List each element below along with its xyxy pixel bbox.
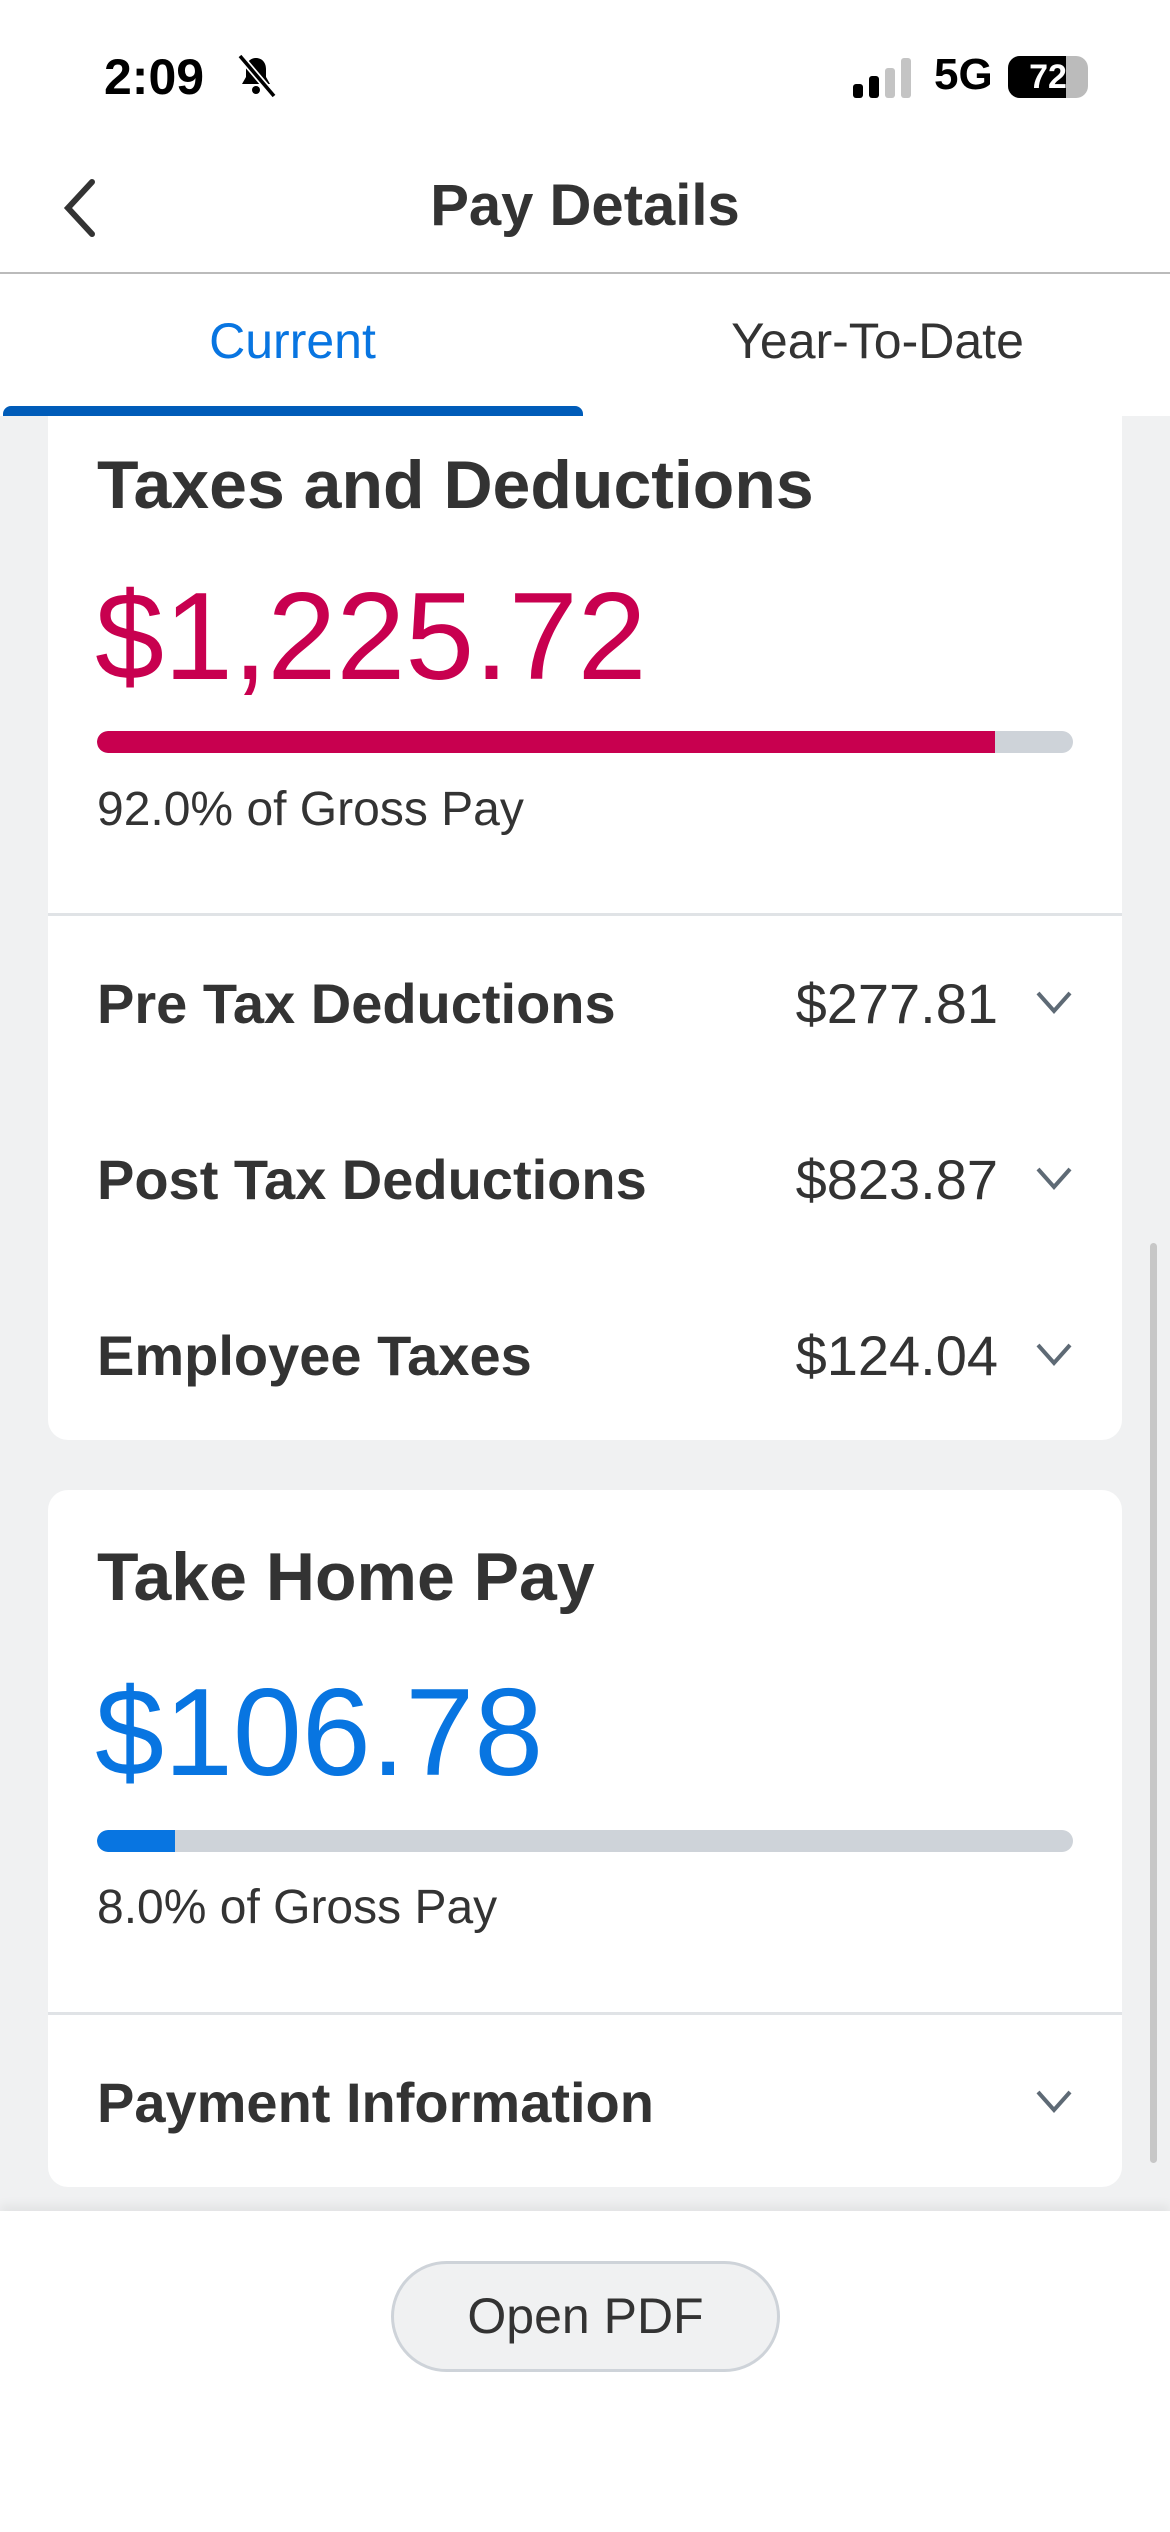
card-title: Taxes and Deductions — [97, 447, 814, 523]
battery-level: 72 — [1029, 58, 1067, 96]
row-employee-taxes[interactable]: Employee Taxes $124.04 — [48, 1293, 1122, 1413]
row-pre-tax-deductions[interactable]: Pre Tax Deductions $277.81 — [48, 941, 1122, 1061]
taxes-deductions-card: Taxes and Deductions $1,225.72 92.0% of … — [48, 416, 1122, 1440]
tab-year-to-date[interactable]: Year-To-Date — [731, 313, 1024, 369]
row-label: Employee Taxes — [97, 1324, 532, 1387]
row-label: Post Tax Deductions — [97, 1148, 647, 1211]
chevron-down-icon[interactable] — [1034, 2088, 1074, 2116]
chevron-down-icon[interactable] — [1034, 989, 1074, 1017]
active-tab-indicator — [3, 406, 583, 417]
page-title: Pay Details — [430, 173, 740, 238]
battery-icon: 72 — [1008, 56, 1088, 98]
chevron-down-icon[interactable] — [1034, 1165, 1074, 1193]
scrollbar[interactable] — [1150, 1243, 1157, 2163]
row-label: Payment Information — [97, 2071, 654, 2134]
row-value: $277.81 — [795, 972, 998, 1035]
row-value: $823.87 — [795, 1148, 998, 1211]
row-value: $124.04 — [795, 1324, 998, 1387]
network-type: 5G — [934, 50, 993, 99]
signal-icon — [853, 58, 911, 98]
tab-current[interactable]: Current — [209, 313, 376, 369]
bell-slash-icon — [237, 53, 277, 99]
taxes-percent: 92.0% of Gross Pay — [97, 783, 524, 836]
row-payment-information[interactable]: Payment Information — [48, 2040, 1122, 2160]
taxes-amount: $1,225.72 — [95, 568, 647, 706]
chevron-down-icon[interactable] — [1034, 1341, 1074, 1369]
chevron-left-icon[interactable] — [60, 178, 100, 238]
open-pdf-button[interactable]: Open PDF — [391, 2261, 780, 2372]
take-home-progress-bar — [97, 1830, 1073, 1852]
row-post-tax-deductions[interactable]: Post Tax Deductions $823.87 — [48, 1117, 1122, 1237]
card-title: Take Home Pay — [97, 1539, 595, 1615]
status-time: 2:09 — [104, 49, 205, 105]
take-home-pay-card: Take Home Pay $106.78 8.0% of Gross Pay … — [48, 1490, 1122, 2187]
nav-header — [0, 140, 1170, 274]
take-home-amount: $106.78 — [95, 1664, 544, 1802]
row-label: Pre Tax Deductions — [97, 972, 616, 1035]
divider — [48, 2012, 1122, 2015]
take-home-percent: 8.0% of Gross Pay — [97, 1881, 498, 1934]
divider — [48, 913, 1122, 916]
taxes-progress-bar — [97, 731, 1073, 753]
